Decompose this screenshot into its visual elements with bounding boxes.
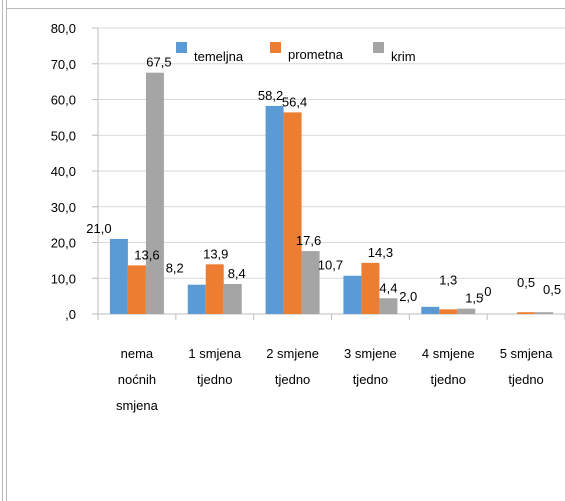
bar (265, 105, 284, 314)
data-label: 0,5 (517, 275, 535, 290)
data-label: 58,2 (258, 88, 283, 103)
frame-border-top (6, 8, 565, 9)
bar (343, 275, 362, 314)
data-label: 56,4 (282, 94, 307, 109)
legend-swatch (176, 42, 187, 53)
bar (439, 309, 458, 314)
x-tick-label: 5 smjena tjedno (488, 341, 564, 393)
data-label: 17,6 (296, 233, 321, 248)
bar (145, 72, 164, 314)
legend-label: prometna (288, 47, 344, 62)
legend-swatch (373, 42, 384, 53)
bar (127, 265, 146, 314)
x-tick-label: nema noćnih smjena (99, 341, 175, 419)
bar (301, 251, 320, 314)
bar (205, 264, 224, 314)
x-tick-label-line: tjedno (508, 372, 544, 387)
y-tick-label: ,0 (65, 307, 76, 322)
y-tick-label: 50,0 (51, 128, 76, 143)
bar (109, 238, 128, 314)
data-label: 8,4 (228, 266, 246, 281)
data-label: 2,0 (399, 289, 417, 304)
bar (421, 306, 440, 314)
x-tick-label-line: nema (120, 346, 154, 361)
y-tick-label: 70,0 (51, 57, 76, 72)
x-tick-label-line: tjedno (352, 372, 389, 387)
data-label: 0,5 (543, 282, 561, 297)
bar (517, 312, 536, 314)
bar (187, 284, 206, 314)
data-label: 1,3 (439, 272, 457, 287)
x-tick-label-line: smjena (115, 398, 158, 413)
data-label: 4,4 (379, 280, 397, 295)
data-label: 67,5 (146, 55, 171, 70)
x-tick-label: 1 smjena tjedno (177, 341, 253, 393)
y-tick-label: 20,0 (51, 236, 76, 251)
data-label: 21,0 (86, 221, 111, 236)
x-tick-label: 2 smjene tjedno (255, 341, 331, 393)
data-label: 8,2 (166, 261, 184, 276)
x-tick-label: 4 smjene tjedno (410, 341, 486, 393)
data-label: ,0 (481, 284, 492, 299)
x-tick-label-line: tjedno (430, 372, 466, 387)
x-tick-label-line: noćnih (117, 372, 157, 387)
data-label: 13,6 (134, 247, 159, 262)
legend-label: krim (391, 49, 416, 64)
frame-border-left-inner (6, 0, 7, 501)
bar (223, 283, 242, 314)
y-tick-label: 30,0 (51, 200, 76, 215)
frame-border-left-outer (2, 0, 3, 501)
bar (535, 312, 554, 314)
x-tick-label-line: tjedno (274, 372, 311, 387)
x-tick-label-line: 3 smjene (344, 346, 397, 361)
x-tick-label: 3 smjene tjedno (332, 341, 408, 393)
data-label: 10,7 (318, 258, 343, 273)
bar (361, 262, 380, 314)
x-tick-label-line: 2 smjene (266, 346, 319, 361)
legend-label: temeljna (194, 49, 244, 64)
bar (457, 308, 476, 314)
legend-swatch (270, 42, 281, 53)
bar (379, 298, 398, 314)
bar (283, 112, 302, 315)
x-tick-label-line: 1 smjena (188, 346, 242, 361)
x-tick-label-line: 5 smjena (499, 346, 553, 361)
x-tick-label-line: 4 smjene (421, 346, 475, 361)
data-label: 13,9 (203, 246, 228, 261)
y-tick-label: 60,0 (51, 93, 76, 108)
y-tick-label: 40,0 (51, 164, 76, 179)
data-label: 1,5 (465, 291, 483, 306)
x-tick-label-line: tjedno (197, 372, 233, 387)
data-label: 14,3 (368, 245, 393, 260)
y-tick-label: 10,0 (51, 271, 76, 286)
y-tick-label: 80,0 (51, 21, 76, 36)
